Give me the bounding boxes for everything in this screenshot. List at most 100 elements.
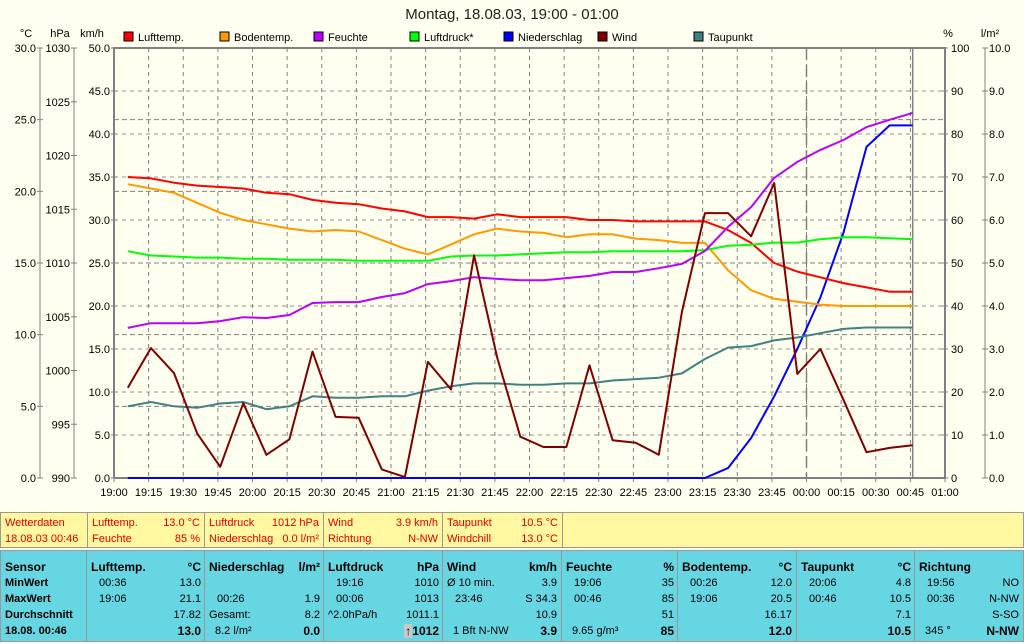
axis-tick-label: 1025: [46, 97, 70, 109]
value: 13.0 °C: [521, 533, 558, 545]
stats-column-taupunkt: Taupunkt °C 20:06 4.8 00:46 10.5 7.1 10.5: [796, 550, 916, 642]
current-header-panel: Wetterdaten 18.08.03 00:46: [0, 512, 88, 548]
axis-tick-label: 20.0: [15, 186, 36, 198]
axis-tick-label: 1000: [46, 366, 70, 378]
label: Niederschlag: [209, 533, 274, 545]
current-label: 345 °: [925, 625, 951, 637]
max-value: 21.1: [179, 593, 201, 605]
trend-up-icon: ↑: [404, 624, 413, 638]
current-title: Wetterdaten: [5, 517, 65, 529]
axis-tick-label: 0.0: [989, 473, 1004, 485]
axis-tick-label: 30.0: [89, 215, 110, 227]
axis-tick-label: 1020: [46, 151, 70, 163]
axis-tick-label: 1015: [46, 204, 70, 216]
avg-label: ^2.0hPa/h: [328, 609, 378, 621]
axis-tick-label: 2.0: [989, 387, 1004, 399]
value: N-NW: [408, 533, 438, 545]
max-value: 20.5: [770, 593, 792, 605]
max-time: 00:06: [336, 593, 364, 605]
axis-tick-label: 9.0: [989, 86, 1004, 98]
min-value: 13.0: [179, 577, 201, 589]
current-label: [91, 623, 97, 639]
avg-value: 1011.1: [406, 609, 439, 621]
axis-tick-label: 7.0: [989, 172, 1004, 184]
max-value: 85: [661, 593, 674, 605]
legend-swatch: [693, 31, 704, 42]
stats-column-lufttemp: Lufttemp. °C 00:36 13.0 19:06 21.1 17.82 13…: [86, 550, 206, 642]
legend-swatch: [597, 31, 608, 42]
avg-value: S-SO: [992, 609, 1019, 621]
x-tick-label: 22:30: [585, 487, 613, 499]
axis-unit-label: l/m²: [981, 28, 1000, 40]
avg-value: 16.17: [764, 609, 792, 621]
current-label: [682, 623, 688, 639]
axis-tick-label: 10.0: [15, 330, 36, 342]
current-value: N-NW: [986, 624, 1019, 638]
x-tick-label: 23:30: [723, 487, 751, 499]
axis-tick-label: 50.0: [89, 43, 110, 55]
value: 13.0 °C: [163, 517, 200, 529]
axis-tick-label: 8.0: [989, 129, 1004, 141]
current-panel-dewpoint: Taupunkt 10.5 °C Windchill 13.0 °C: [442, 512, 563, 548]
axis-tick-label: 20: [951, 387, 963, 399]
current-panel-pressure: Luftdruck 1012 hPa Niederschlag 0.0 l/m²: [204, 512, 324, 548]
max-time: 23:46: [455, 593, 483, 605]
weather-chart: 30.0 25.0 20.0 15.0 10.0 5.0 0.0 1030 1025 1020 10…: [15, 28, 1011, 499]
axis-tick-label: 25.0: [89, 258, 110, 270]
column-header: Bodentemp.: [682, 560, 752, 574]
series-line-taupunkt: [127, 326, 913, 411]
current-timestamp: 18.08.03 00:46: [5, 533, 79, 545]
axis-unit-label: °C: [20, 28, 32, 40]
x-tick-label: 22:45: [620, 487, 648, 499]
current-panel-temp: Lufttemp. 13.0 °C Feuchte 85 %: [87, 512, 205, 548]
chart-title: Montag, 18.08.03, 19:00 - 01:00: [405, 6, 619, 23]
axis-tick-label: 1005: [46, 312, 70, 324]
series-line-niederschlag: [127, 124, 913, 479]
avg-value: 51: [661, 609, 674, 621]
axis-tick-label: 5.0: [21, 401, 36, 413]
stats-column-luftdruck: Luftdruck hPa 19:16 1010 00:06 1013 ^2.0hPa…: [323, 550, 444, 642]
max-time: 00:26: [217, 593, 245, 605]
min-time: 19:06: [574, 577, 602, 589]
min-time: 19:56: [927, 577, 955, 589]
max-time: 19:06: [690, 593, 718, 605]
axis-tick-label: 5.0: [989, 258, 1004, 270]
stats-column-feuchte: Feuchte% 19:06 35 00:46 85 51 9.65 g/m³ 85: [561, 550, 679, 642]
x-tick-label: 20:30: [308, 487, 336, 499]
x-tick-label: 19:00: [100, 487, 128, 499]
min-time: 00:36: [99, 577, 127, 589]
axis-tick-label: 6.0: [989, 215, 1004, 227]
legend-swatch: [123, 31, 134, 42]
min-value: 35: [661, 577, 674, 589]
column-header: Lufttemp.: [91, 560, 146, 574]
axis-tick-label: 0.0: [95, 473, 110, 485]
axis-tick-label: 30: [951, 344, 963, 356]
stats-column-niederschlag: Niederschlag l/m² 00:26 1.9 Gesamt: 8.2 8.2…: [204, 550, 325, 642]
axis-tick-label: 5.0: [95, 430, 110, 442]
axis-tick-label: 995: [52, 419, 70, 431]
current-label: 8.2 l/m²: [215, 625, 252, 637]
stats-label-max: MaxWert: [5, 593, 51, 605]
max-time: 00:46: [809, 593, 837, 605]
column-unit: hPa: [416, 560, 439, 574]
value: 10.5 °C: [521, 517, 558, 529]
current-panel-empty: [562, 512, 1024, 548]
axis-tick-label: 15.0: [15, 258, 36, 270]
label: Feuchte: [92, 533, 132, 545]
series-line-wind: [126, 182, 913, 479]
column-header: Niederschlag: [209, 560, 285, 574]
axis-tick-label: 100: [951, 43, 969, 55]
stats-label-sensor: Sensor: [5, 560, 46, 574]
label: Windchill: [447, 533, 492, 545]
x-tick-label: 21:15: [412, 487, 440, 499]
axis-tick-label: 1030: [46, 43, 70, 55]
axis-tick-label: 10.0: [989, 43, 1010, 55]
stats-label-avg: Durchschnitt: [5, 609, 73, 621]
axis-unit-label: %: [943, 28, 953, 40]
label: Taupunkt: [447, 517, 492, 529]
stats-column-richtung: Richtung 19:56 NO 00:36 N-NW S-SO 345 ° N-N…: [914, 550, 1024, 642]
column-unit: °C: [778, 560, 792, 574]
axis-tick-label: 60: [951, 215, 963, 227]
max-value: N-NW: [989, 593, 1019, 605]
column-header: Taupunkt: [801, 560, 855, 574]
